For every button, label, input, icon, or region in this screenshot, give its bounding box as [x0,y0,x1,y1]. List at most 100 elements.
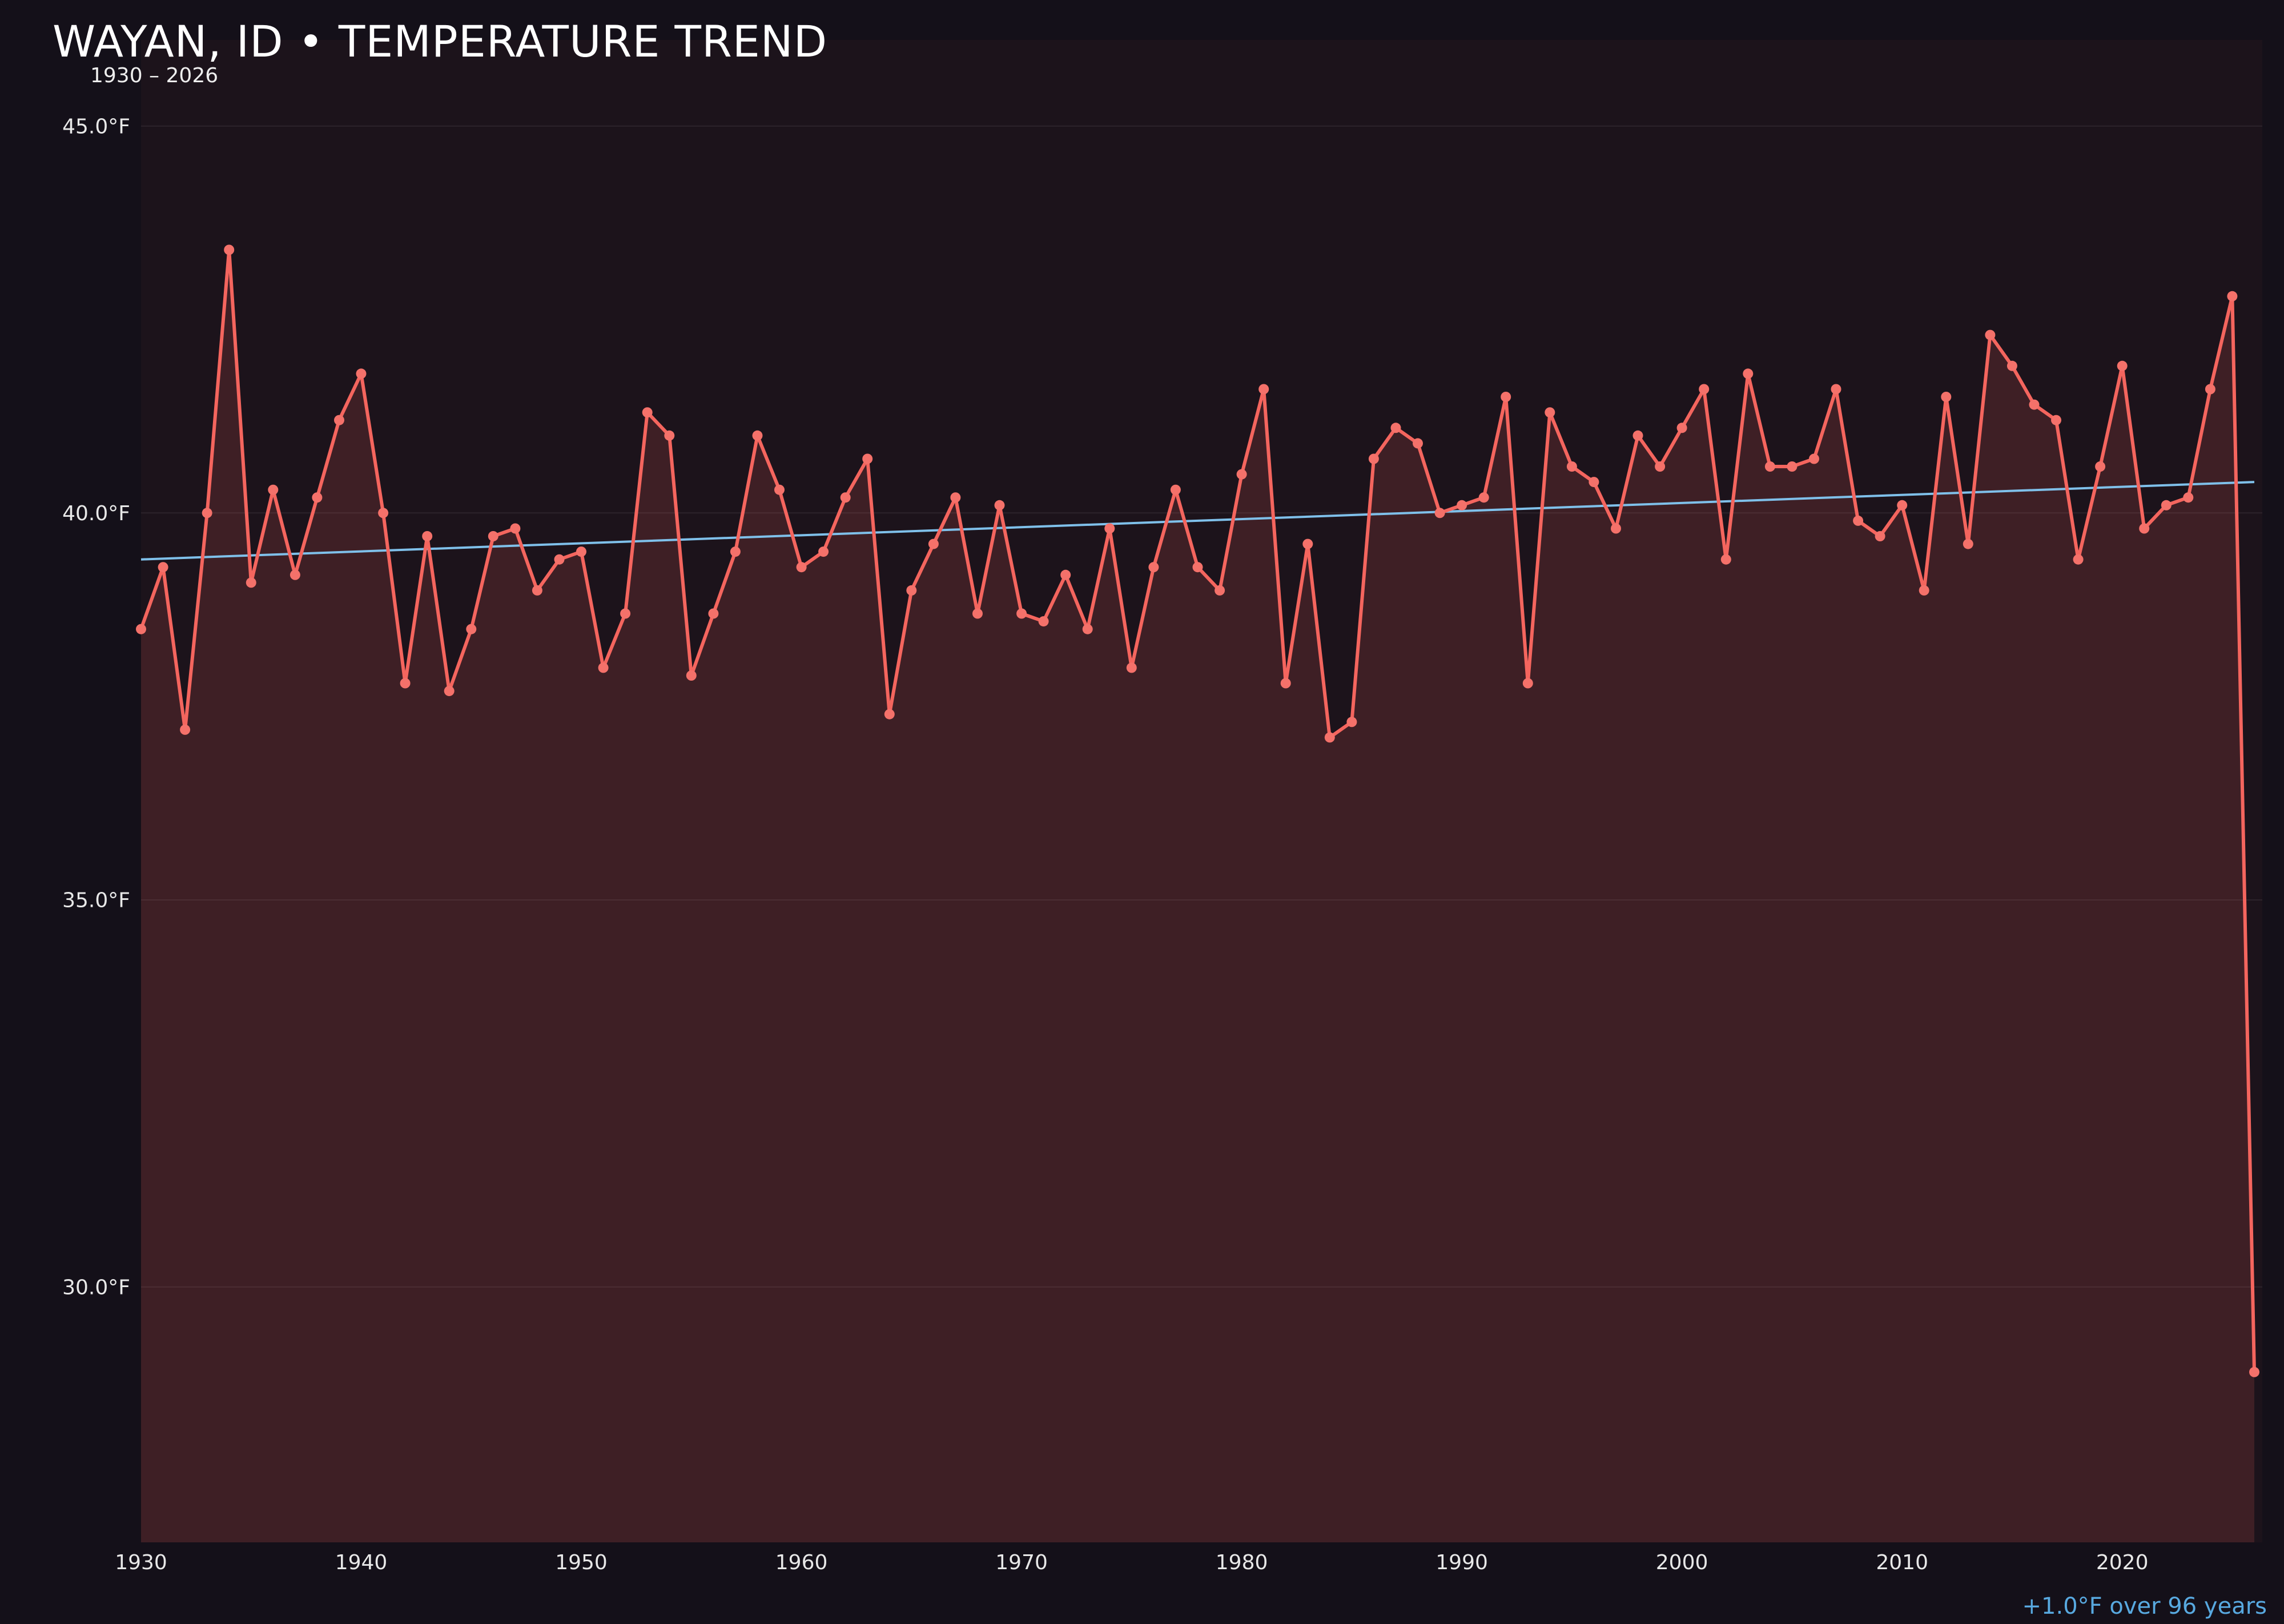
data-point-1954 [664,430,675,441]
data-point-1941 [378,508,389,518]
x-axis-tick-label: 1960 [775,1551,828,1574]
data-point-2025 [2227,291,2238,302]
data-point-2019 [2095,461,2106,472]
data-point-1937 [289,569,300,580]
data-point-1965 [906,585,917,596]
data-point-1953 [642,407,653,418]
data-point-1973 [1082,624,1093,634]
data-point-1960 [796,562,807,573]
data-point-1984 [1324,732,1335,743]
data-point-1997 [1611,523,1621,534]
data-point-1946 [488,531,498,541]
data-point-1956 [708,608,719,619]
data-point-1975 [1126,662,1137,673]
trend-summary-label: +1.0°F over 96 years [2022,1593,2267,1619]
data-point-1930 [136,624,146,634]
data-point-2021 [2139,523,2150,534]
data-point-1978 [1192,562,1203,573]
data-point-2009 [1875,531,1885,541]
data-point-1944 [444,686,455,697]
data-point-1943 [422,531,433,541]
data-point-2013 [1963,538,1973,549]
x-axis-tick-label: 1970 [995,1551,1048,1574]
data-point-2016 [2029,399,2040,410]
data-point-1951 [598,662,609,673]
x-axis-tick-label: 1990 [1435,1551,1488,1574]
data-point-1966 [928,538,939,549]
data-point-2000 [1676,423,1687,433]
data-point-1979 [1215,585,1225,596]
data-point-2020 [2117,360,2128,371]
data-point-2004 [1764,461,1775,472]
data-point-2006 [1809,453,1819,464]
data-point-2017 [2051,415,2061,425]
x-axis-tick-label: 2010 [1876,1551,1928,1574]
y-axis-tick-label: 45.0°F [62,115,130,138]
data-point-2026 [2249,1366,2259,1377]
data-point-1949 [554,554,565,565]
data-point-1971 [1038,616,1049,627]
data-point-2014 [1985,329,1996,340]
data-point-1998 [1632,430,1643,441]
data-point-1934 [224,244,235,255]
data-point-1972 [1060,569,1071,580]
data-point-1993 [1522,678,1533,689]
data-point-1945 [466,624,477,634]
data-point-1995 [1566,461,1577,472]
data-point-2008 [1853,515,1864,526]
data-point-1959 [774,484,785,495]
data-point-1988 [1413,438,1423,449]
data-point-2012 [1941,392,1952,402]
data-point-1985 [1346,717,1357,727]
data-point-1961 [818,546,829,557]
data-point-1950 [576,546,586,557]
data-point-1931 [158,562,168,573]
chart-subtitle: 1930 – 2026 [90,64,219,87]
data-point-1976 [1148,562,1159,573]
data-point-1982 [1280,678,1291,689]
data-point-1936 [268,484,279,495]
data-point-1983 [1302,538,1313,549]
data-point-1999 [1655,461,1666,472]
data-point-2001 [1699,384,1710,395]
data-point-1980 [1236,469,1247,480]
data-point-2015 [2006,360,2017,371]
data-point-2010 [1897,500,1908,510]
data-point-1962 [840,492,851,503]
data-point-1989 [1434,508,1445,518]
data-point-1942 [400,678,411,689]
data-point-1981 [1258,384,1269,395]
data-point-1991 [1478,492,1489,503]
data-point-2011 [1919,585,1929,596]
x-axis-tick-label: 1950 [555,1551,608,1574]
data-point-1977 [1170,484,1181,495]
data-point-1994 [1545,407,1555,418]
data-point-1938 [312,492,323,503]
data-point-2002 [1720,554,1731,565]
data-point-1958 [752,430,763,441]
data-point-1933 [202,508,212,518]
data-point-2023 [2183,492,2194,503]
data-point-2003 [1743,368,1754,379]
data-point-1996 [1589,477,1599,488]
data-point-1990 [1457,500,1467,510]
data-point-1969 [994,500,1005,510]
data-point-1987 [1390,423,1401,433]
series-area-fill [141,250,2254,1542]
data-point-1940 [356,368,367,379]
data-point-2007 [1831,384,1841,395]
data-point-1947 [510,523,521,534]
y-axis-tick-label: 30.0°F [62,1276,130,1299]
x-axis-tick-label: 2020 [2096,1551,2149,1574]
data-point-2024 [2205,384,2215,395]
data-point-2005 [1787,461,1798,472]
data-point-1967 [950,492,961,503]
chart-title: WAYAN, ID • TEMPERATURE TREND [53,16,828,67]
data-point-1986 [1368,453,1379,464]
y-axis-tick-label: 35.0°F [62,889,130,913]
data-point-2018 [2073,554,2084,565]
data-point-1974 [1104,523,1115,534]
data-point-1932 [180,724,191,735]
